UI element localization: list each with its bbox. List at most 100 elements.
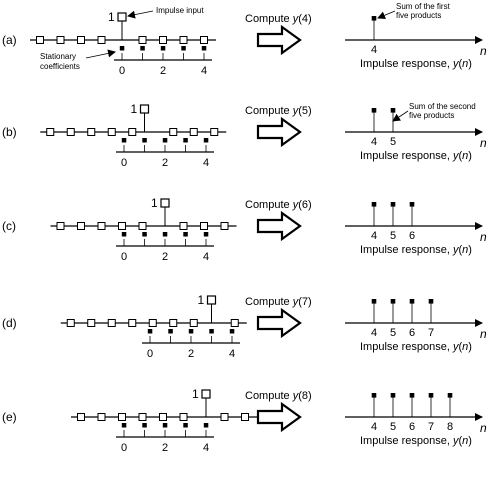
response-tick-label: 7	[428, 327, 434, 339]
coefficient-tick-label: 4	[203, 442, 209, 454]
input-zero-box	[66, 319, 75, 327]
compute-label: Compute y(8)	[245, 390, 312, 402]
compute-label: Compute y(7)	[245, 296, 312, 308]
compute-prefix: Compute	[245, 390, 293, 402]
response-label: Impulse response, y(n)	[360, 244, 472, 256]
response-tick-label: 7	[428, 421, 434, 433]
input-zero-box	[118, 222, 126, 230]
response-label-open: (	[458, 341, 462, 353]
compute-var: y	[292, 13, 300, 25]
response-label-prefix: Impulse response,	[360, 150, 453, 162]
response-sample-marker	[390, 202, 396, 207]
compute-label: Compute y(6)	[245, 199, 312, 211]
coefficient-marker	[162, 232, 168, 237]
compute-arg: (7)	[298, 296, 311, 308]
coefficient-marker	[168, 329, 173, 334]
response-sample-marker	[371, 393, 377, 398]
response-label-close: )	[468, 341, 472, 353]
response-label-prefix: Impulse response,	[360, 435, 453, 447]
response-axis-n-label: n	[480, 421, 487, 435]
coefficient-marker	[203, 138, 209, 143]
input-zero-box	[128, 128, 137, 136]
sum-first-annotation-line1: Sum of the first	[396, 2, 451, 11]
compute-label: Compute y(5)	[245, 105, 312, 117]
response-sample-marker	[428, 299, 434, 304]
coefficient-marker	[209, 329, 214, 334]
coefficient-tick-label: 0	[121, 251, 127, 263]
compute-var: y	[292, 390, 300, 402]
impulse-input-annotation: Impulse input	[156, 6, 204, 15]
compute-arrow-icon	[256, 307, 302, 339]
compute-label: Compute y(4)	[245, 13, 312, 25]
input-zero-box	[97, 36, 106, 44]
input-zero-box	[159, 413, 167, 421]
stationary-annotation-line1: Stationary	[40, 52, 76, 61]
response-sample-marker	[428, 393, 434, 398]
coefficient-tick-label: 2	[162, 442, 168, 454]
input-zero-box	[138, 36, 147, 44]
coefficient-marker	[147, 329, 153, 334]
coefficient-tick-label: 2	[162, 251, 168, 263]
input-zero-box	[56, 36, 65, 44]
impulse-value: 1	[131, 102, 138, 116]
compute-var: y	[292, 199, 300, 211]
input-zero-box	[220, 413, 229, 421]
compute-arrow-icon	[256, 116, 302, 148]
input-zero-box	[220, 222, 229, 230]
input-zero-box	[66, 128, 75, 136]
response-tick-label: 5	[390, 421, 396, 433]
impulse-box	[206, 295, 217, 305]
impulse-box	[201, 389, 211, 399]
response-sample-marker	[371, 108, 377, 113]
input-zero-box	[56, 222, 65, 230]
response-sample-marker	[390, 393, 396, 398]
stationary-annotation-line2: coefficients	[40, 62, 80, 71]
compute-prefix: Compute	[245, 105, 293, 117]
compute-arrow-icon	[256, 401, 302, 433]
response-sample-marker	[371, 16, 377, 21]
response-label-var: y	[452, 244, 460, 256]
impulse-input-pointer	[127, 10, 154, 19]
response-tick-label: 4	[371, 136, 377, 148]
response-label-prefix: Impulse response,	[360, 58, 453, 70]
coefficient-marker	[183, 138, 188, 143]
coefficient-tick-label: 0	[147, 348, 153, 360]
coefficient-marker	[121, 232, 127, 237]
coefficient-tick-label: 0	[121, 442, 127, 454]
sum-first-pointer	[377, 10, 396, 20]
coefficient-marker	[201, 46, 207, 51]
response-label: Impulse response, y(n)	[360, 150, 472, 162]
response-tick-label: 4	[371, 327, 377, 339]
response-tick-label: 4	[371, 230, 377, 242]
input-zero-box	[138, 222, 147, 230]
coefficient-marker	[203, 232, 209, 237]
compute-var: y	[292, 296, 300, 308]
response-tick-label: 5	[390, 136, 396, 148]
compute-prefix: Compute	[245, 13, 293, 25]
input-zero-box	[179, 413, 188, 421]
compute-var: y	[292, 105, 300, 117]
input-zero-box	[179, 222, 188, 230]
input-zero-box	[200, 222, 208, 230]
response-sample-marker	[390, 299, 396, 304]
input-zero-box	[210, 128, 219, 136]
input-zero-box	[128, 319, 137, 327]
input-zero-box	[46, 128, 55, 136]
response-label-close: )	[468, 244, 472, 256]
coefficient-tick-label: 4	[201, 65, 207, 77]
response-tick-label: 5	[390, 327, 396, 339]
response-label: Impulse response, y(n)	[360, 341, 472, 353]
response-label-n: n	[462, 341, 468, 353]
input-zero-box	[148, 319, 157, 327]
compute-arrow-icon	[256, 210, 302, 242]
coefficient-tick-label: 2	[162, 157, 168, 169]
row-label: (e)	[2, 410, 17, 424]
response-tick-label: 5	[390, 230, 396, 242]
impulse-value: 1	[108, 10, 115, 24]
response-label-open: (	[458, 244, 462, 256]
input-zero-box	[138, 413, 147, 421]
coefficient-marker	[140, 46, 145, 51]
response-sample-marker	[447, 393, 453, 398]
response-label-n: n	[462, 58, 468, 70]
